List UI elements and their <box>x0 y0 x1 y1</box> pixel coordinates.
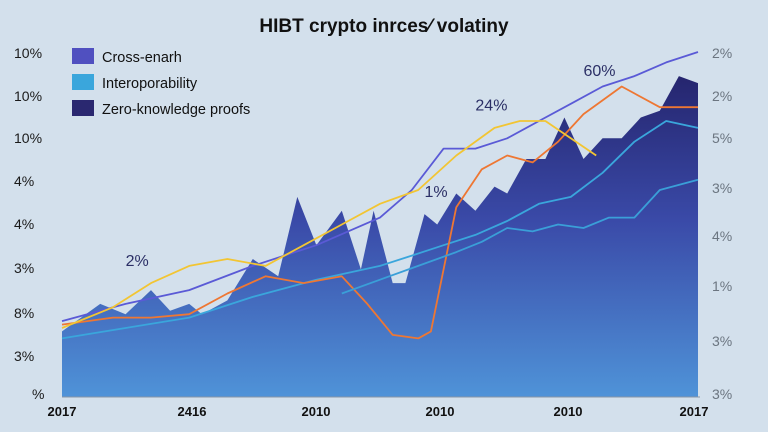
legend-swatch-zero-knowledge <box>72 100 94 116</box>
legend-swatch-cross-enarh <box>72 48 94 64</box>
x-tick: 2017 <box>48 404 77 419</box>
annotation-label: 1% <box>425 184 448 201</box>
annotation-label: 24% <box>475 98 507 115</box>
y-tick-right: 2% <box>712 88 732 104</box>
x-tick: 2010 <box>554 404 583 419</box>
annotation-label: 2% <box>126 253 149 270</box>
series-line-cross-enarh <box>61 51 699 322</box>
y-tick-left: 10% <box>14 130 42 146</box>
x-tick: 2017 <box>680 404 709 419</box>
series-line-lower-blue <box>341 178 699 295</box>
y-tick-right: 4% <box>712 228 732 244</box>
y-tick-left: 3% <box>14 348 34 364</box>
y-tick-left: % <box>32 386 44 402</box>
legend-label-cross-enarh: Cross-enarh <box>102 50 182 66</box>
y-tick-right: 3% <box>712 333 732 349</box>
annotations: 2% 1% 24% 60% <box>126 63 616 270</box>
area-layer <box>62 76 698 397</box>
chart-title: HIBT crypto inrces⁄ volatiny <box>259 16 509 37</box>
area-zero-knowledge-proofs <box>62 76 698 397</box>
series-line-interoporability <box>61 120 699 340</box>
lines-layer <box>61 51 699 340</box>
x-tick: 2010 <box>426 404 455 419</box>
series-line-trend-orange <box>61 85 698 340</box>
y-tick-left: 4% <box>14 216 34 232</box>
legend: Cross-enarh Interoporability Zero-knowle… <box>72 48 250 118</box>
y-tick-right: 3% <box>712 386 732 402</box>
y-tick-right: 1% <box>712 278 732 294</box>
y-tick-left: 4% <box>14 173 34 189</box>
x-tick: 2416 <box>178 404 207 419</box>
y-tick-left: 10% <box>14 45 42 61</box>
x-tick: 2010 <box>302 404 331 419</box>
y-axis-right: 2% 2% 5% 3% 4% 1% 3% 3% <box>712 45 732 402</box>
x-axis: 2017 2416 2010 2010 2010 2017 <box>48 404 709 419</box>
series-line-trend-yellow <box>61 120 597 329</box>
y-tick-right: 2% <box>712 45 732 61</box>
y-tick-left: 10% <box>14 88 42 104</box>
annotation-label: 60% <box>584 63 616 80</box>
y-tick-left: 8% <box>14 305 34 321</box>
y-axis-left: 10% 10% 10% 4% 4% 3% 8% 3% % <box>14 45 44 402</box>
legend-label-interoporability: Interoporability <box>102 76 198 92</box>
legend-swatch-interoporability <box>72 74 94 90</box>
y-tick-right: 3% <box>712 180 732 196</box>
y-tick-right: 5% <box>712 130 732 146</box>
legend-label-zero-knowledge: Zero-knowledge proofs <box>102 102 250 118</box>
y-tick-left: 3% <box>14 260 34 276</box>
